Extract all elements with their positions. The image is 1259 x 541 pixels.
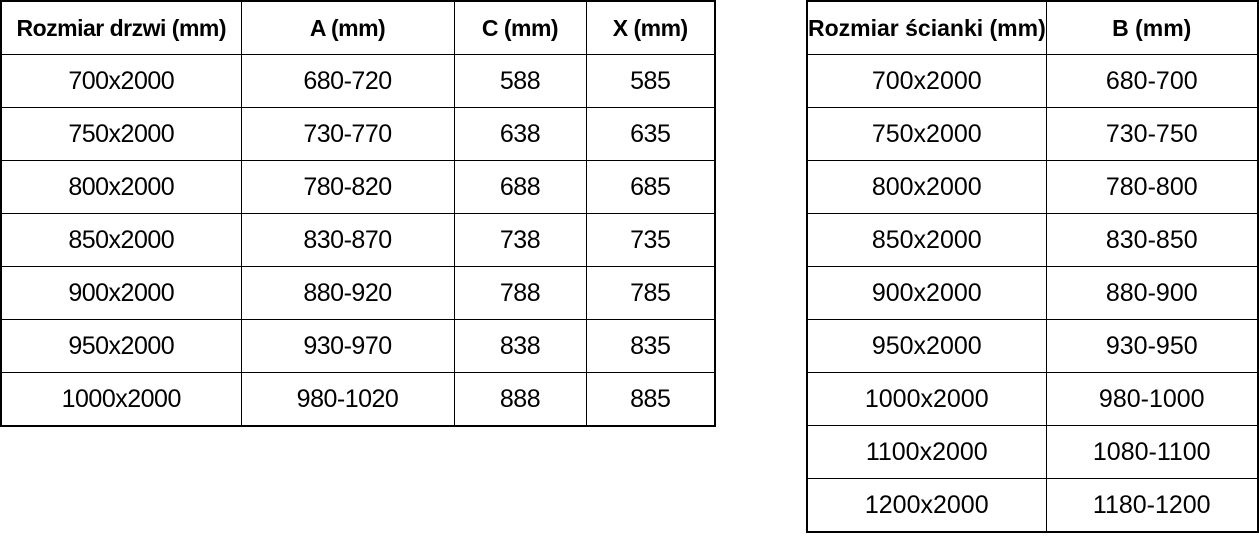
table-cell: 1080-1100 [1045,425,1259,479]
table-cell: 730-750 [1045,107,1259,161]
column-header-x: X (mm) [585,0,716,55]
table-cell: 750x2000 [806,107,1047,161]
table-cell: 585 [585,54,716,108]
table-row: 1000x2000 980-1020 888 885 [0,372,716,427]
table-row: 750x2000 730-770 638 635 [0,107,716,161]
table-row: 1000x2000 980-1000 [806,372,1259,426]
table-cell: 730-770 [240,107,455,161]
table-cell: 1000x2000 [806,372,1047,426]
header-row: Rozmiar drzwi (mm) A (mm) C (mm) X (mm) [0,0,716,55]
table-cell: 835 [585,319,716,373]
column-header-a: A (mm) [240,0,455,55]
table-cell: 850x2000 [0,213,242,267]
table-cell: 885 [585,372,716,427]
table-cell: 1000x2000 [0,372,242,427]
table-cell: 850x2000 [806,213,1047,267]
table-row: 850x2000 830-850 [806,213,1259,267]
table-cell: 900x2000 [806,266,1047,320]
table-cell: 800x2000 [806,160,1047,214]
table-cell: 688 [453,160,587,214]
column-header-b: B (mm) [1045,0,1259,55]
table-cell: 785 [585,266,716,320]
table-row: 900x2000 880-920 788 785 [0,266,716,320]
table-cell: 900x2000 [0,266,242,320]
table-cell: 680-700 [1045,54,1259,108]
table-cell: 838 [453,319,587,373]
table-cell: 738 [453,213,587,267]
table-row: 950x2000 930-950 [806,319,1259,373]
table-cell: 800x2000 [0,160,242,214]
table-cell: 1200x2000 [806,478,1047,533]
table-cell: 638 [453,107,587,161]
table-cell: 950x2000 [806,319,1047,373]
table-cell: 880-900 [1045,266,1259,320]
table-cell: 830-870 [240,213,455,267]
table-row: 800x2000 780-820 688 685 [0,160,716,214]
table-row: 800x2000 780-800 [806,160,1259,214]
table-row: 1100x2000 1080-1100 [806,425,1259,479]
table-cell: 680-720 [240,54,455,108]
table-cell: 980-1000 [1045,372,1259,426]
column-header-rozmiar-scianki: Rozmiar ścianki (mm) [806,0,1047,55]
table-cell: 780-820 [240,160,455,214]
table-cell: 735 [585,213,716,267]
table-cell: 830-850 [1045,213,1259,267]
table-row: 700x2000 680-700 [806,54,1259,108]
table-cell: 1100x2000 [806,425,1047,479]
table-row: 1200x2000 1180-1200 [806,478,1259,533]
table-cell: 980-1020 [240,372,455,427]
table-row: 950x2000 930-970 838 835 [0,319,716,373]
table-row: 750x2000 730-750 [806,107,1259,161]
table-cell: 888 [453,372,587,427]
table-cell: 930-970 [240,319,455,373]
table-row: 900x2000 880-900 [806,266,1259,320]
column-header-rozmiar-drzwi: Rozmiar drzwi (mm) [0,0,242,55]
door-size-table: Rozmiar drzwi (mm) A (mm) C (mm) X (mm) … [0,0,716,427]
table-cell: 635 [585,107,716,161]
table-row: 700x2000 680-720 588 585 [0,54,716,108]
table-cell: 780-800 [1045,160,1259,214]
header-row: Rozmiar ścianki (mm) B (mm) [806,0,1259,55]
table-cell: 700x2000 [806,54,1047,108]
table-cell: 1180-1200 [1045,478,1259,533]
table-cell: 700x2000 [0,54,242,108]
table-cell: 880-920 [240,266,455,320]
table-cell: 685 [585,160,716,214]
table-cell: 750x2000 [0,107,242,161]
table-cell: 788 [453,266,587,320]
table-row: 850x2000 830-870 738 735 [0,213,716,267]
wall-size-table: Rozmiar ścianki (mm) B (mm) 700x2000 680… [806,0,1259,533]
table-cell: 930-950 [1045,319,1259,373]
column-header-c: C (mm) [453,0,587,55]
table-cell: 588 [453,54,587,108]
table-cell: 950x2000 [0,319,242,373]
